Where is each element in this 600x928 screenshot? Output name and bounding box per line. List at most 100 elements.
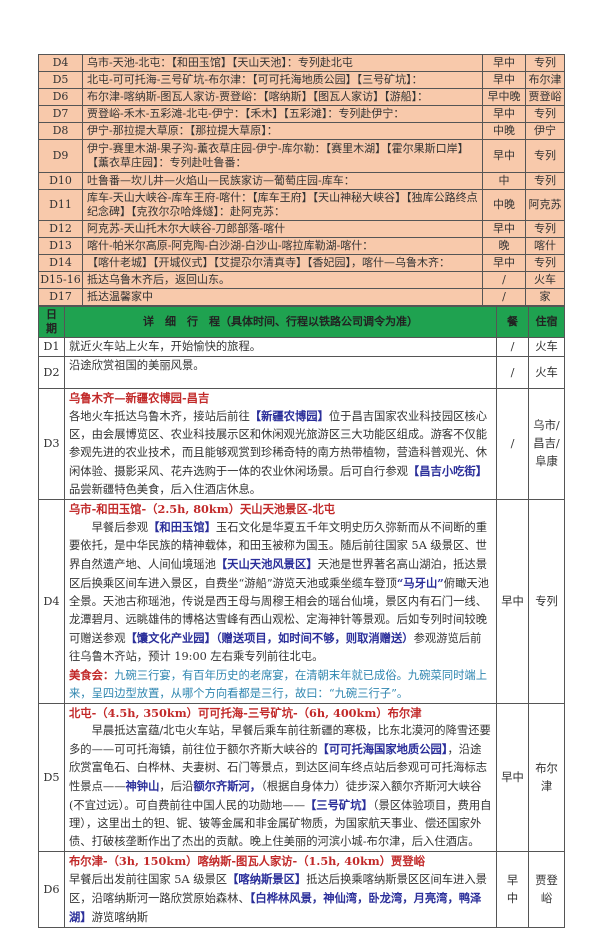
paragraph: 早晨抵达富蕴/北屯火车站，早餐后乘车前往新疆的寒极，比东北漠河的降雪还要多的——… — [69, 722, 492, 851]
stay-value: 专列 — [528, 499, 565, 704]
day-label: D4 — [38, 54, 83, 72]
day-label: D7 — [38, 105, 83, 123]
meal-value: 早中 — [482, 54, 526, 72]
highlight-attraction: 【昌吉小吃街】 — [407, 464, 488, 478]
summary-row: D11 库车-天山大峡谷-库车王府-喀什：【库车王府】【天山神秘大峡谷】【独库公路… — [38, 189, 565, 221]
highlight-attraction: 【和田玉馆】 — [148, 520, 216, 534]
detail-row: D4 乌市-和田玉馆-（2.5h, 80km）天山天池景区-北屯 早餐后参观【和田玉… — [38, 499, 565, 704]
day-label: D1 — [38, 337, 65, 357]
stay-value: 阿克苏 — [525, 189, 565, 221]
route-text: 伊宁-赛里木湖-果子沟-薰衣草庄园-伊宁-库尔勒：【赛里木湖】【霍尔果斯口岸】【… — [82, 139, 483, 173]
stay-value: 乌市/昌吉/阜康 — [528, 388, 565, 500]
day-title: 布尔津-（3h, 150km）喀纳斯-图瓦人家访-（1.5h, 40km）贾登峪 — [69, 854, 425, 868]
day-label: D12 — [38, 220, 83, 238]
meal-value: 早中晚 — [482, 88, 526, 106]
detail-content: 北屯-（4.5h, 350km）可可托海-三号矿坑-（6h, 400km）布尔津… — [64, 703, 497, 852]
text-segment: 早晨抵达富蕴/北屯火车站，早餐后乘车前往新疆的寒极，比东北漠河的降雪还要多的——… — [69, 724, 491, 756]
stay-value: 专列 — [525, 54, 565, 72]
day-label: D6 — [38, 88, 83, 106]
route-text: 喀什-帕米尔高原-阿克陶-白沙湖-白沙山-喀拉库勒湖-喀什： — [82, 237, 483, 255]
header-detail: 详 细 行 程（具体时间、行程以铁路公司调令为准） — [64, 306, 497, 338]
route-text: 抵达温馨家中 — [82, 288, 483, 306]
detail-row: D3 乌鲁木齐—新疆农博园-昌吉 各地火车抵达乌鲁木齐，接站后前往【新疆农博园】位于… — [38, 388, 565, 500]
stay-value: 贾登峪 — [525, 88, 565, 106]
stay-value: 布尔津 — [525, 71, 565, 89]
highlight-attraction: 【馕文化产业园】（赠送项目，如时间不够，则取消赠送） — [125, 631, 414, 645]
detail-content: 布尔津-（3h, 150km）喀纳斯-图瓦人家访-（1.5h, 40km）贾登峪… — [64, 851, 497, 928]
highlight-attraction: 额尔齐斯河， — [193, 779, 262, 793]
meal-value: 早中 — [496, 499, 529, 704]
summary-row: D9 伊宁-赛里木湖-果子沟-薰衣草庄园-伊宁-库尔勒：【赛里木湖】【霍尔果斯口岸… — [38, 139, 565, 173]
day-label: D11 — [38, 189, 83, 221]
text-segment: 早餐后参观 — [91, 521, 149, 534]
paragraph: 就近火车站上火车，开始愉快的旅程。 — [69, 338, 492, 356]
summary-row: D12 阿克苏-天山托木尔大峡谷-刀郎部落-喀什 早中 专列 — [38, 220, 565, 238]
stay-value: 专列 — [525, 254, 565, 272]
detail-content: 就近火车站上火车，开始愉快的旅程。 — [64, 337, 497, 357]
detail-row: D5 北屯-（4.5h, 350km）可可托海-三号矿坑-（6h, 400km）布… — [38, 703, 565, 852]
summary-row: D7 贾登峪-禾木-五彩滩-北屯-伊宁：【禾木】【五彩滩】：专列赴伊宁： 早中 专列 — [38, 105, 565, 123]
stay-value: 专列 — [525, 105, 565, 123]
text-segment: 参观游览后前往乌鲁木齐站，预计 19:00 左右乘专列前往北屯。 — [69, 632, 482, 663]
day-label: D3 — [38, 388, 65, 500]
stay-value: 火车 — [525, 271, 565, 289]
text-segment: （根据自身体力）徒步深入额尔齐斯河大峡谷(不宜过远）。可自费前往中国人民的功勋地… — [69, 780, 482, 812]
paragraph: 早餐后参观【和田玉馆】玉石文化是华夏五千年文明史历久弥新而从不间断的重要依托，是… — [69, 518, 492, 666]
header-meal: 餐 — [496, 306, 529, 338]
detail-content: 沿途欣赏祖国的美丽风景。 — [64, 356, 497, 389]
day-label: D5 — [38, 703, 65, 852]
day-label: D17 — [38, 288, 83, 306]
stay-value: 火车 — [528, 356, 565, 389]
text-segment: ，沿途欣赏富龟石、白桦林、夫妻树、石门等景点，到达区间车终点站后参观可可托海标志… — [69, 743, 487, 793]
day-label: D4 — [38, 499, 65, 704]
meal-value: 中晚 — [482, 189, 526, 221]
stay-value: 喀什 — [525, 237, 565, 255]
text-segment: 玉石文化是华夏五千年文明史历久弥新而从不间断的重要依托，是中华民族的精神载体，和… — [69, 521, 488, 571]
route-text: 北屯-可可托海-三号矿坑-布尔津：【可可托海地质公园】【三号矿坑】： — [82, 71, 483, 89]
text-segment: 品尝新疆特色美食，后入住酒店休息。 — [69, 483, 262, 496]
meal-value: / — [482, 288, 526, 306]
highlight-attraction: 神钟山 — [125, 779, 160, 793]
highlight-attraction: 【可可托海国家地质公园】 — [317, 742, 448, 756]
paragraph: 美食会：九碗三行宴，有百年历史的老席宴，在清朝末年就已成俗。九碗菜同时端上来，呈… — [69, 666, 492, 703]
highlight-attraction: 【三号矿坑】 — [305, 798, 373, 812]
text-segment: 游览喀纳斯 — [91, 911, 149, 924]
day-title: 乌鲁木齐—新疆农博园-昌吉 — [69, 391, 210, 405]
meal-value: / — [482, 271, 526, 289]
route-text: 贾登峪-禾木-五彩滩-北屯-伊宁：【禾木】【五彩滩】：专列赴伊宁： — [82, 105, 483, 123]
meal-value: 中 — [482, 172, 526, 190]
meal-value: 早中 — [496, 851, 529, 928]
detail-row: D2 沿途欣赏祖国的美丽风景。 / 火车 — [38, 356, 565, 389]
highlight-attraction: 【天山天池风景区】 — [215, 557, 318, 571]
meal-value: 早中 — [482, 71, 526, 89]
text-segment: 俯瞰天池全景。天池古称瑶池，传说是西王母与周穆王相会的瑶台仙境，景区内有石门一线… — [69, 577, 489, 645]
summary-row: D6 布尔津-喀纳斯-图瓦人家访-贾登峪：【喀纳斯】【图瓦人家访】【游船】： 早中晚… — [38, 88, 565, 106]
route-text: 【喀什老城】【开城仪式】【艾提尕尔清真寺】【香妃园】，喀什—乌鲁木齐： — [82, 254, 483, 272]
route-text: 伊宁-那拉提大草原：【那拉提大草原】： — [82, 122, 483, 140]
text-segment: 各地火车抵达乌鲁木齐，接站后前往 — [69, 410, 250, 423]
stay-value: 伊宁 — [525, 122, 565, 140]
detail-row: D1 就近火车站上火车，开始愉快的旅程。 / 火车 — [38, 337, 565, 357]
day-label: D8 — [38, 122, 83, 140]
route-text: 库车-天山大峡谷-库车王府-喀什：【库车王府】【天山神秘大峡谷】【独库公路终点纪… — [82, 189, 483, 221]
day-label: D14 — [38, 254, 83, 272]
stay-value: 专列 — [525, 172, 565, 190]
meal-value: / — [496, 337, 529, 357]
route-text: 布尔津-喀纳斯-图瓦人家访-贾登峪：【喀纳斯】【图瓦人家访】【游船】： — [82, 88, 483, 106]
stay-value: 贾登峪 — [528, 851, 565, 928]
meal-value: 早中 — [496, 703, 529, 852]
meal-value: 早中 — [482, 254, 526, 272]
stay-value: 家 — [525, 288, 565, 306]
summary-row: D10 吐鲁番—坎儿井—火焰山—民族家访—葡萄庄园-库车：中专列 — [38, 172, 565, 190]
stay-value: 火车 — [528, 337, 565, 357]
summary-row: D15-16 抵达乌鲁木齐后，返回山东。 / 火车 — [38, 271, 565, 289]
summary-row: D14 【喀什老城】【开城仪式】【艾提尕尔清真寺】【香妃园】，喀什—乌鲁木齐： 早中… — [38, 254, 565, 272]
detail-content: 乌市-和田玉馆-（2.5h, 80km）天山天池景区-北屯 早餐后参观【和田玉馆】… — [64, 499, 497, 704]
text-segment: 美食会： — [69, 668, 115, 682]
highlight-attraction: “马牙山” — [396, 576, 444, 590]
detail-header-row: 日期 详 细 行 程（具体时间、行程以铁路公司调令为准） 餐 住宿 — [38, 306, 565, 338]
text-segment: 天池是世界著名高山湖泊，抵达景区后换乘区间车进入景区，自费坐“游船”游览天池或乘… — [69, 558, 488, 590]
day-label: D2 — [38, 356, 65, 389]
itinerary-summary-table: D4 乌市-天池-北屯：【和田玉馆】【天山天池】：专列赴北屯 早中 专列 D5 北屯-可可… — [38, 54, 565, 306]
meal-value: / — [496, 356, 529, 389]
